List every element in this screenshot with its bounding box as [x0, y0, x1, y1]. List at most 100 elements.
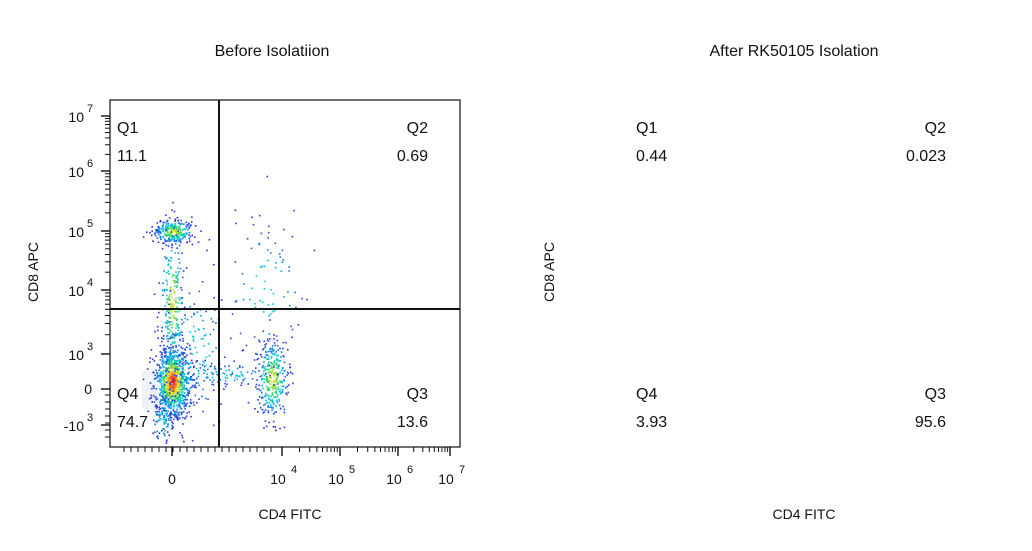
- event-dot: [212, 424, 215, 427]
- event-dot: [176, 280, 178, 283]
- event-dot: [176, 365, 178, 368]
- event-dot: [163, 385, 165, 387]
- event-dot: [181, 434, 183, 437]
- event-dot: [185, 221, 188, 224]
- event-dot: [189, 331, 192, 333]
- event-dot: [162, 228, 164, 230]
- event-dot: [169, 224, 172, 227]
- event-dot: [275, 392, 278, 395]
- event-dot: [172, 342, 175, 344]
- event-dot: [255, 367, 257, 369]
- event-dot: [174, 351, 176, 354]
- event-dot: [175, 275, 178, 278]
- event-dot: [277, 386, 279, 389]
- q2-name: Q2: [407, 120, 428, 137]
- event-dot: [239, 332, 242, 335]
- event-dot: [265, 377, 268, 379]
- event-dot: [224, 376, 227, 379]
- y-tick-exponent: 3: [87, 412, 93, 424]
- event-dot: [147, 410, 150, 413]
- event-dot: [180, 241, 182, 244]
- event-dot: [206, 373, 209, 375]
- event-dot: [169, 359, 172, 361]
- event-dot: [175, 234, 177, 236]
- event-dot: [159, 381, 162, 384]
- event-dot: [162, 242, 164, 244]
- event-dot: [279, 256, 282, 258]
- event-dot: [175, 363, 177, 366]
- event-dot: [179, 228, 181, 230]
- event-dot: [173, 374, 176, 376]
- event-dot: [175, 414, 177, 416]
- event-dot: [174, 372, 177, 374]
- y-axis-label: CD8 APC: [541, 242, 557, 302]
- event-dot: [171, 395, 174, 398]
- event-dot: [270, 372, 273, 375]
- event-dot: [157, 437, 159, 440]
- q1-name: Q1: [117, 120, 138, 137]
- event-dot: [166, 229, 168, 232]
- event-dot: [175, 370, 178, 373]
- event-dot: [198, 290, 201, 293]
- event-dot: [176, 230, 178, 232]
- event-dot: [166, 392, 168, 394]
- event-dot: [169, 337, 172, 340]
- event-dot: [173, 210, 176, 213]
- event-dot: [261, 375, 263, 377]
- event-dot: [174, 367, 177, 370]
- event-dot: [186, 402, 188, 405]
- event-dot: [168, 356, 171, 359]
- event-dot: [174, 243, 177, 245]
- event-dot: [167, 378, 169, 380]
- event-dot: [173, 381, 175, 384]
- event-dot: [171, 379, 174, 381]
- event-dot: [171, 321, 173, 323]
- event-dot: [173, 405, 175, 408]
- event-dot: [283, 228, 285, 231]
- event-dot: [173, 337, 176, 340]
- event-dot: [257, 399, 259, 401]
- event-dot: [170, 412, 172, 415]
- event-dot: [253, 336, 256, 338]
- event-dot: [167, 404, 170, 407]
- event-dot: [177, 412, 179, 415]
- event-dot: [275, 390, 277, 393]
- event-dot: [282, 385, 285, 388]
- event-dot: [186, 398, 188, 401]
- event-dot: [165, 391, 168, 393]
- y-tick-exponent: 4: [87, 277, 93, 289]
- event-dot: [185, 377, 188, 380]
- event-dot: [174, 398, 176, 400]
- event-dot: [260, 266, 262, 268]
- event-dot: [273, 396, 275, 399]
- event-dot: [182, 321, 185, 324]
- event-dot: [172, 235, 174, 238]
- event-dot: [185, 405, 187, 407]
- event-dot: [205, 377, 208, 379]
- event-dot: [198, 329, 200, 331]
- event-dot: [263, 427, 265, 429]
- event-dot: [165, 354, 167, 357]
- event-dot: [179, 339, 182, 342]
- event-dot: [159, 394, 161, 396]
- event-dot: [273, 309, 276, 312]
- event-dot: [167, 419, 170, 422]
- event-dot: [173, 367, 175, 370]
- event-dot: [169, 384, 171, 387]
- event-dot: [249, 298, 251, 301]
- event-dot: [183, 386, 185, 389]
- event-dot: [159, 388, 161, 391]
- y-tick-exponent: 5: [87, 218, 93, 230]
- event-dot: [173, 380, 176, 383]
- event-dot: [185, 398, 187, 401]
- event-dot: [250, 247, 253, 250]
- event-dot: [192, 379, 194, 381]
- event-dot: [168, 351, 171, 354]
- event-dot: [174, 416, 177, 418]
- event-dot: [166, 283, 168, 286]
- event-dot: [225, 374, 228, 377]
- event-dot: [178, 240, 180, 243]
- event-dot: [185, 346, 188, 348]
- event-dot: [161, 372, 164, 374]
- event-dot: [191, 243, 194, 246]
